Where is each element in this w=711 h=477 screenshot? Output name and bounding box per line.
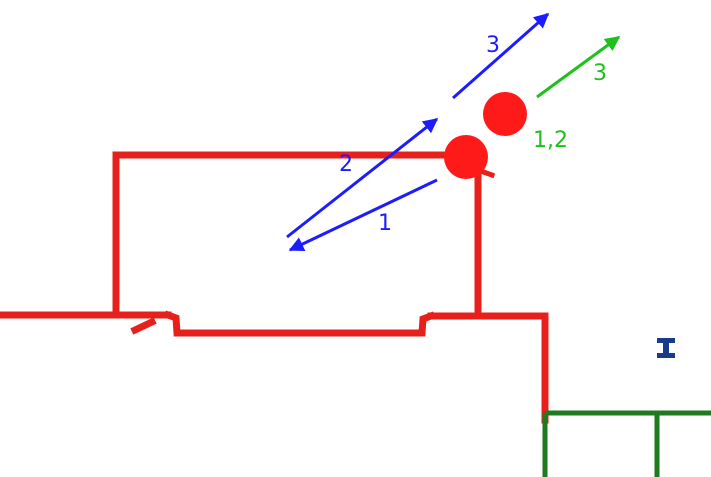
- label-green-3: 3: [593, 61, 607, 86]
- green-arrow-3: [536, 35, 621, 99]
- label-blue-1: 1: [378, 211, 392, 236]
- floor-right-step: [427, 312, 549, 424]
- label-green-1-2: 1,2: [533, 128, 568, 153]
- i-beam-marker-icon: [657, 338, 675, 358]
- red-wall-outline: [0, 146, 549, 424]
- ball-in-corner: [444, 135, 488, 179]
- ball-outside: [483, 92, 527, 136]
- floor-tick: [130, 317, 157, 335]
- floor-recess: [163, 310, 436, 337]
- label-blue-3: 3: [486, 33, 500, 58]
- blue-arrow-1: [288, 178, 438, 252]
- green-wall-outline: [542, 410, 711, 477]
- blue-arrow-3: [452, 12, 550, 100]
- blue-arrow-2: [286, 117, 439, 239]
- label-blue-2: 2: [339, 152, 353, 177]
